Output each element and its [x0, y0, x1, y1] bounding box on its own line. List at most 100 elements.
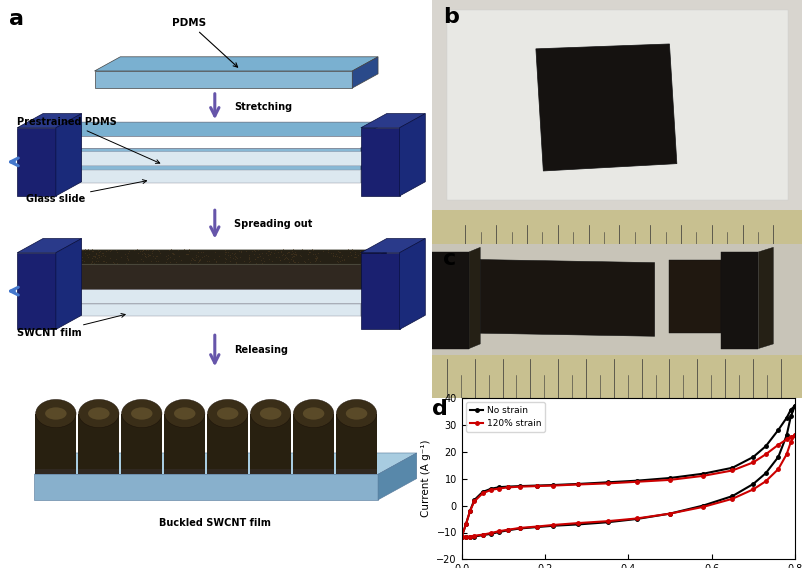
Ellipse shape — [293, 399, 334, 428]
120% strain — [515, 524, 525, 531]
Polygon shape — [56, 114, 82, 196]
Ellipse shape — [79, 399, 119, 428]
Polygon shape — [352, 57, 378, 88]
Text: b: b — [443, 7, 459, 27]
Polygon shape — [360, 290, 387, 316]
Polygon shape — [360, 253, 399, 329]
120% strain — [485, 486, 495, 493]
120% strain — [772, 466, 782, 473]
Text: Spreading out: Spreading out — [234, 219, 312, 229]
No strain — [602, 519, 612, 525]
120% strain — [460, 533, 470, 540]
No strain — [698, 502, 707, 509]
No strain — [602, 479, 612, 486]
Polygon shape — [56, 170, 360, 183]
120% strain — [727, 467, 736, 474]
No strain — [531, 524, 541, 531]
120% strain — [477, 531, 487, 538]
Polygon shape — [56, 122, 387, 136]
120% strain — [698, 503, 707, 510]
No strain — [789, 402, 799, 409]
No strain — [548, 523, 557, 529]
No strain — [464, 534, 474, 541]
120% strain — [631, 478, 641, 485]
Polygon shape — [669, 260, 720, 333]
120% strain — [469, 532, 479, 539]
Ellipse shape — [131, 407, 152, 420]
Line: No strain: No strain — [460, 404, 796, 539]
Polygon shape — [360, 133, 387, 170]
Ellipse shape — [121, 399, 162, 428]
No strain — [781, 432, 791, 438]
Polygon shape — [758, 247, 772, 349]
No strain — [515, 525, 525, 532]
120% strain — [531, 483, 541, 490]
Ellipse shape — [207, 399, 248, 428]
120% strain — [785, 433, 795, 440]
No strain — [460, 521, 470, 528]
120% strain — [785, 438, 795, 445]
Polygon shape — [164, 414, 205, 469]
Text: a: a — [9, 9, 23, 28]
Text: PDMS: PDMS — [172, 18, 237, 67]
Polygon shape — [78, 431, 119, 474]
Polygon shape — [360, 114, 425, 128]
120% strain — [789, 432, 799, 438]
Polygon shape — [335, 431, 377, 474]
Polygon shape — [34, 453, 416, 474]
Polygon shape — [293, 414, 334, 469]
120% strain — [460, 521, 470, 528]
No strain — [698, 470, 707, 477]
Polygon shape — [535, 44, 676, 171]
Polygon shape — [468, 247, 480, 349]
Polygon shape — [56, 148, 360, 170]
No strain — [631, 477, 641, 484]
Polygon shape — [34, 474, 378, 500]
Polygon shape — [293, 431, 334, 474]
No strain — [781, 415, 791, 421]
Polygon shape — [399, 114, 425, 196]
No strain — [664, 510, 674, 517]
Polygon shape — [720, 252, 758, 349]
No strain — [760, 443, 770, 450]
120% strain — [464, 508, 474, 515]
No strain — [485, 531, 495, 537]
120% strain — [727, 495, 736, 502]
No strain — [747, 453, 757, 460]
No strain — [485, 486, 495, 492]
FancyBboxPatch shape — [431, 210, 802, 244]
120% strain — [602, 518, 612, 525]
No strain — [785, 413, 795, 420]
120% strain — [631, 515, 641, 522]
Ellipse shape — [336, 399, 376, 428]
Ellipse shape — [174, 407, 195, 420]
Polygon shape — [56, 264, 360, 304]
120% strain — [548, 482, 557, 489]
No strain — [477, 488, 487, 495]
Ellipse shape — [35, 399, 76, 428]
Polygon shape — [335, 414, 377, 469]
No strain — [477, 532, 487, 538]
No strain — [772, 427, 782, 433]
No strain — [631, 516, 641, 523]
Text: Buckled SWCNT film: Buckled SWCNT film — [159, 517, 270, 528]
Polygon shape — [164, 431, 205, 474]
No strain — [747, 481, 757, 487]
No strain — [494, 529, 504, 536]
No strain — [573, 481, 582, 487]
Ellipse shape — [164, 399, 205, 428]
Polygon shape — [56, 239, 82, 329]
Text: Stretching: Stretching — [234, 102, 292, 112]
Polygon shape — [431, 252, 468, 349]
Polygon shape — [360, 250, 387, 304]
No strain — [456, 533, 466, 540]
Polygon shape — [56, 304, 360, 316]
Ellipse shape — [302, 407, 324, 420]
No strain — [727, 492, 736, 499]
Text: c: c — [443, 249, 456, 269]
Ellipse shape — [250, 399, 290, 428]
Polygon shape — [17, 128, 56, 196]
120% strain — [456, 533, 466, 540]
Polygon shape — [207, 431, 248, 474]
120% strain — [781, 451, 791, 458]
